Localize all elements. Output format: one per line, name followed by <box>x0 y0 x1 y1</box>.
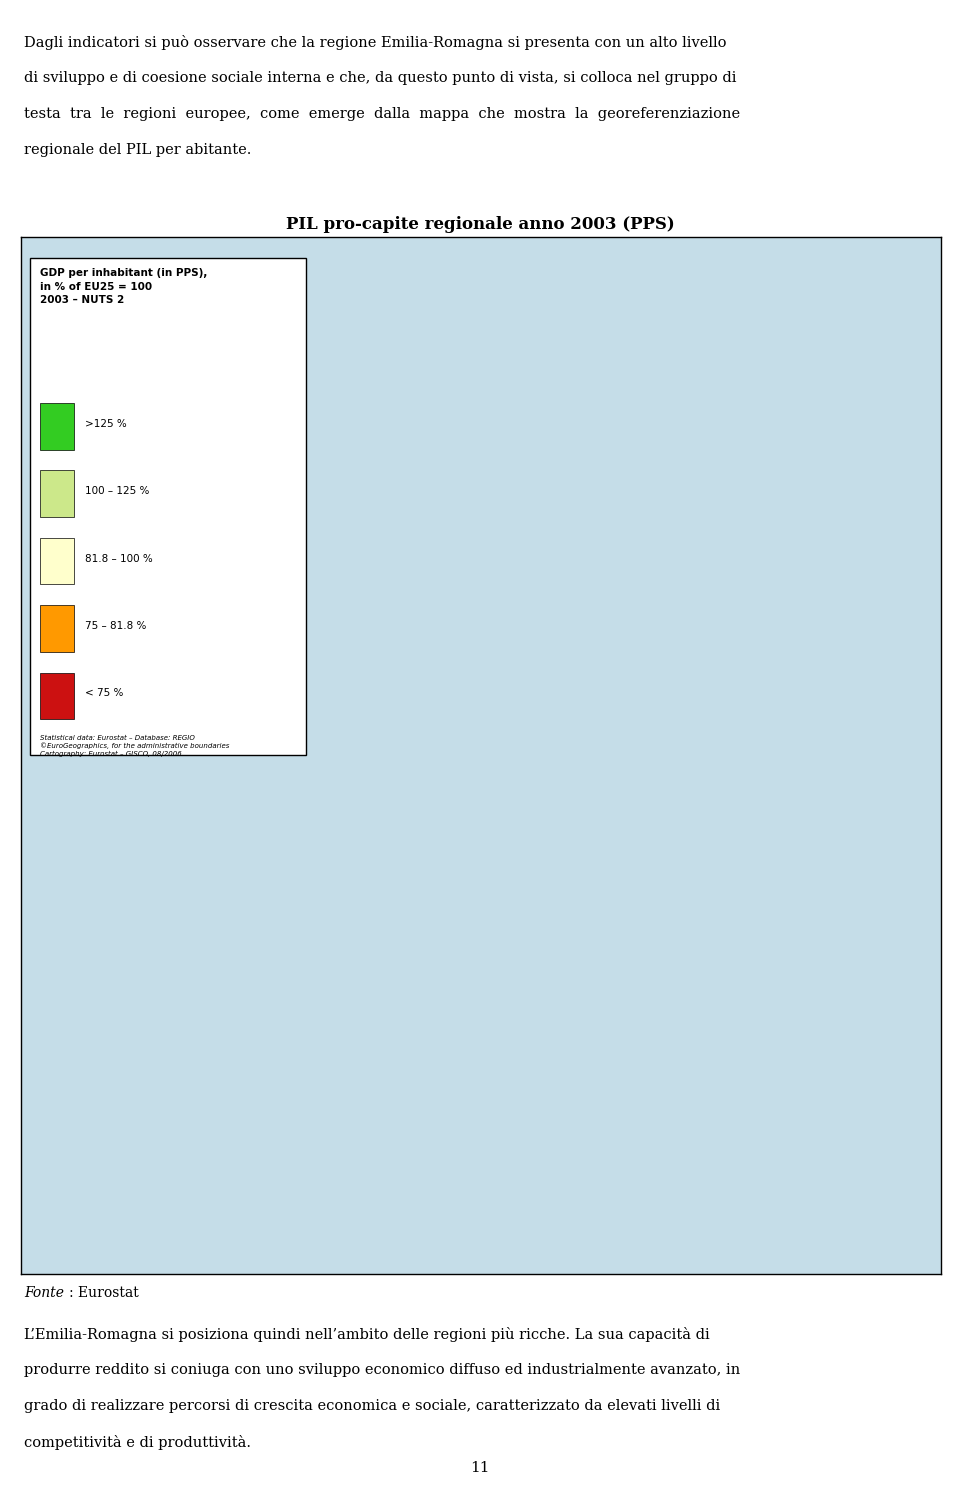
Text: testa  tra  le  regioni  europee,  come  emerge  dalla  mappa  che  mostra  la  : testa tra le regioni europee, come emerg… <box>24 107 740 121</box>
Text: Dagli indicatori si può osservare che la regione Emilia-Romagna si presenta con : Dagli indicatori si può osservare che la… <box>24 35 727 50</box>
Text: >125 %: >125 % <box>85 419 128 429</box>
Text: GDP per inhabitant (in PPS),
in % of EU25 = 100
2003 – NUTS 2: GDP per inhabitant (in PPS), in % of EU2… <box>39 269 207 305</box>
Text: 81.8 – 100 %: 81.8 – 100 % <box>85 553 154 564</box>
Text: PIL pro-capite regionale anno 2003 (PPS): PIL pro-capite regionale anno 2003 (PPS) <box>286 216 674 233</box>
Text: < 75 %: < 75 % <box>85 689 124 698</box>
FancyBboxPatch shape <box>31 258 306 756</box>
Text: : Eurostat: : Eurostat <box>69 1286 139 1299</box>
Text: 75 – 81.8 %: 75 – 81.8 % <box>85 621 147 632</box>
Bar <box>39 606 75 651</box>
Text: regionale del PIL per abitante.: regionale del PIL per abitante. <box>24 142 252 157</box>
Text: competitività e di produttività.: competitività e di produttività. <box>24 1434 251 1449</box>
Bar <box>39 672 75 719</box>
Bar <box>39 403 75 450</box>
Text: grado di realizzare percorsi di crescita economica e sociale, caratterizzato da : grado di realizzare percorsi di crescita… <box>24 1399 720 1413</box>
Text: di sviluppo e di coesione sociale interna e che, da questo punto di vista, si co: di sviluppo e di coesione sociale intern… <box>24 71 736 85</box>
Text: Statistical data: Eurostat – Database: REGIO
©EuroGeographics, for the administr: Statistical data: Eurostat – Database: R… <box>39 734 228 757</box>
Text: Fonte: Fonte <box>24 1286 64 1299</box>
Bar <box>39 470 75 517</box>
Text: 100 – 125 %: 100 – 125 % <box>85 487 150 496</box>
Bar <box>39 538 75 585</box>
Text: 11: 11 <box>470 1461 490 1475</box>
Text: L’Emilia-Romagna si posiziona quindi nell’ambito delle regioni più ricche. La su: L’Emilia-Romagna si posiziona quindi nel… <box>24 1327 709 1342</box>
Text: produrre reddito si coniuga con uno sviluppo economico diffuso ed industrialment: produrre reddito si coniuga con uno svil… <box>24 1363 740 1377</box>
